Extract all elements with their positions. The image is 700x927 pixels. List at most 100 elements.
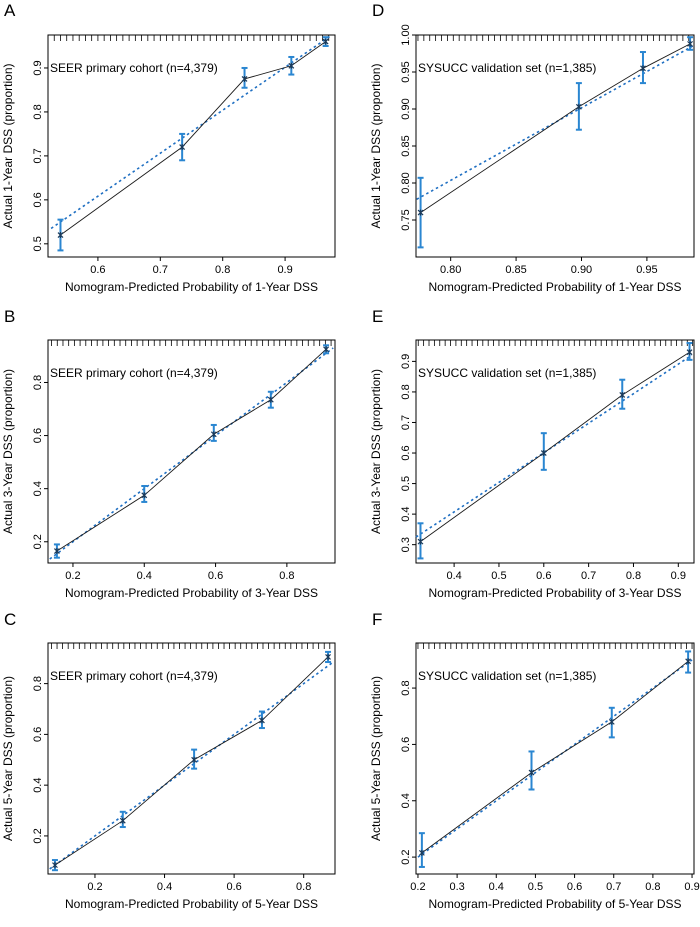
y-axis-label: Actual 1-Year DSS (proportion) [369,64,383,229]
y-axis-label: Actual 1-Year DSS (proportion) [1,64,15,229]
y-tick-label: 0.6 [32,428,44,443]
y-tick-label: 0.4 [32,778,44,793]
observed-line [420,351,690,542]
observed-line [420,43,691,213]
y-tick-label: 0.8 [32,104,44,119]
x-tick-label: 0.4 [157,881,172,893]
plot-frame [47,642,336,875]
data-point [141,492,148,499]
data-point [52,862,58,869]
x-axis-label: Nomogram-Predicted Probability of 3-Year… [428,586,681,600]
data-point [191,756,198,763]
y-tick-label: 0.3 [400,537,412,552]
observed-line [421,660,689,854]
x-tick-label: 0.6 [536,570,551,582]
panel-d: D 0.80 0.85 0.90 0.95 0.75 0.80 0.85 0.90 0.95 1.0… [369,1,695,294]
panel-label: A [4,1,16,20]
x-tick-label: 0.90 [571,264,592,276]
data-point [119,817,126,824]
rug-ticks [417,35,690,41]
data-point [575,103,582,110]
data-point [325,653,331,660]
data-point [619,391,626,398]
x-tick-label: 0.8 [645,881,660,893]
data-point [322,38,329,45]
y-tick-label: 0.90 [400,98,412,119]
cohort-annotation: SEER primary cohort (n=4,379) [50,669,218,683]
y-tick-label: 0.8 [32,375,44,390]
data-point [608,718,615,725]
x-axis-label: Nomogram-Predicted Probability of 3-Year… [65,586,318,600]
panel-label: D [372,1,384,20]
x-tick-label: 0.7 [606,881,621,893]
x-tick-label: 0.8 [626,570,641,582]
x-tick-label: 0.8 [279,570,294,582]
data-point [53,548,60,555]
panel-c: C 0.2 0.4 0.6 0.8 0.2 0.4 0.6 0.8 Nomogram-Predic… [1,610,336,911]
panel-e: E 0.4 0.5 0.6 0.7 0.8 0.9 0.3 0.4 0.5 0.6 0.7 0.8 0.9… [369,307,695,600]
y-tick-label: 0.95 [400,61,412,82]
rug-ticks [51,340,332,346]
x-axis-label: Nomogram-Predicted Probability of 1-Year… [428,280,681,294]
y-tick-label: 0.4 [32,481,44,496]
x-tick-label: 0.7 [153,264,168,276]
data-point [57,232,64,239]
rug-ticks [417,643,693,649]
plot-frame [415,339,695,564]
x-tick-label: 0.80 [440,264,461,276]
x-tick-label: 0.2 [65,570,80,582]
y-tick-label: 0.2 [32,828,44,843]
y-tick-label: 0.2 [400,849,412,864]
data-point [210,431,217,438]
y-tick-label: 0.8 [400,680,412,695]
panel-label: F [372,610,382,629]
data-point [686,349,693,356]
y-tick-label: 0.80 [400,172,412,193]
x-tick-label: 0.6 [567,881,582,893]
data-point [267,396,274,403]
x-tick-label: 0.8 [296,881,311,893]
x-tick-label: 0.6 [208,570,223,582]
data-point [640,65,646,72]
y-tick-label: 0.85 [400,135,412,156]
x-tick-label: 0.6 [226,881,241,893]
ideal-line [415,354,693,538]
x-tick-label: 0.5 [491,570,506,582]
cohort-annotation: SEER primary cohort (n=4,379) [50,366,218,380]
data-point [288,62,295,69]
y-tick-label: 0.6 [32,727,44,742]
y-tick-label: 0.8 [400,384,412,399]
x-tick-label: 0.6 [90,264,105,276]
x-axis-label: Nomogram-Predicted Probability of 5-Year… [65,897,318,911]
y-tick-label: 0.7 [32,148,44,163]
data-point [179,144,186,151]
y-tick-label: 0.7 [400,415,412,430]
x-tick-label: 0.9 [671,570,686,582]
y-tick-label: 0.6 [32,192,44,207]
y-tick-label: 0.9 [32,60,44,75]
cohort-annotation: SYSUCC validation set (n=1,385) [418,366,596,380]
rug-ticks [51,643,331,649]
plot-frame [47,339,336,564]
y-tick-label: 0.4 [400,793,412,808]
data-point [259,717,265,724]
x-tick-label: 0.2 [87,881,102,893]
rug-ticks [53,35,330,41]
data-point [241,75,248,82]
data-point [417,209,424,216]
y-tick-label: 0.6 [400,737,412,752]
data-point [323,346,330,353]
data-point [540,450,547,457]
x-tick-label: 0.95 [636,264,657,276]
cohort-annotation: SEER primary cohort (n=4,379) [50,61,218,75]
y-tick-label: 1.00 [400,24,412,45]
ideal-line [417,659,693,858]
x-tick-label: 0.9 [684,881,699,893]
panel-label: B [4,307,15,326]
x-tick-label: 0.5 [528,881,543,893]
y-tick-label: 0.4 [400,506,412,521]
x-tick-label: 0.4 [446,570,461,582]
x-tick-label: 0.8 [215,264,230,276]
panel-a: A 0.6 0.7 0.8 0.9 0.5 0.6 0.7 0.8 0.9 Nomogram-Pre… [1,1,336,294]
